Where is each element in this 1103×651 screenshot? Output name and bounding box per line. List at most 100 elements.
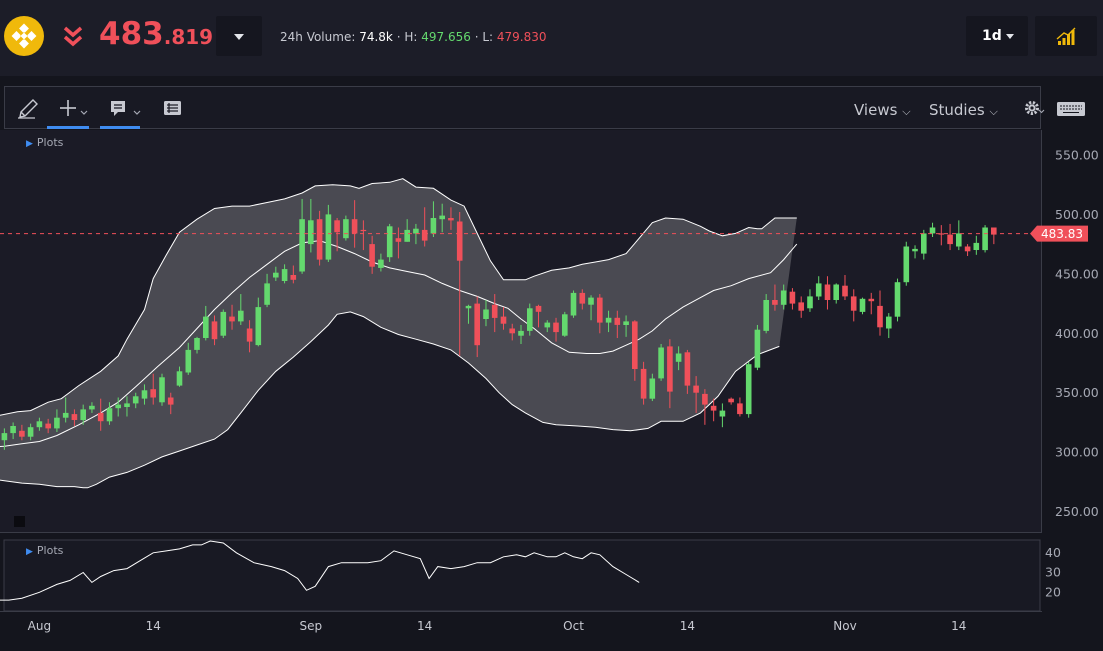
candle-body — [439, 215, 445, 220]
candle — [334, 217, 340, 252]
candle — [973, 235, 980, 255]
candle — [413, 223, 419, 245]
interval-dropdown-button[interactable]: 1d — [966, 16, 1028, 56]
expand-triangle-icon: ▶ — [26, 547, 33, 557]
candle — [886, 313, 892, 339]
candle — [211, 315, 218, 346]
candle — [185, 342, 192, 375]
candle — [780, 284, 787, 310]
high-value: 497.656 — [421, 30, 471, 44]
chart-type-button[interactable] — [1035, 16, 1097, 56]
candle — [316, 210, 323, 266]
candle-body — [833, 284, 839, 300]
indicator-axis-tick: 20 — [1045, 584, 1061, 599]
last-price-decimal: .819 — [163, 25, 214, 49]
draw-tool-button[interactable] — [13, 87, 43, 130]
candle — [991, 227, 997, 245]
candle-body — [378, 259, 384, 268]
candle-body — [19, 430, 25, 437]
candle-body — [500, 316, 507, 324]
candle-body — [991, 227, 997, 235]
candle-body — [395, 238, 402, 242]
settings-button[interactable] — [1021, 87, 1047, 130]
candle — [273, 266, 279, 281]
candle-body — [842, 285, 848, 297]
candle-body — [386, 226, 393, 258]
candle — [378, 253, 384, 272]
candle-body — [62, 412, 69, 418]
crosshair-tool-button[interactable] — [47, 87, 89, 130]
candle — [518, 324, 524, 344]
candle — [894, 278, 901, 322]
candle-body — [264, 283, 270, 305]
candle — [27, 423, 34, 441]
indicator-axis-tick: 30 — [1045, 565, 1061, 580]
candle-body — [973, 242, 980, 250]
candle-body — [10, 426, 16, 434]
price-axis-tick: 400.00 — [1055, 326, 1099, 341]
candle — [912, 245, 918, 259]
candle — [97, 398, 104, 431]
binance-logo-icon — [4, 16, 44, 56]
candle — [299, 198, 305, 274]
candle — [850, 289, 857, 322]
candle — [220, 309, 227, 339]
candle — [351, 200, 358, 248]
table-view-button[interactable] — [158, 87, 188, 130]
candle — [658, 343, 664, 381]
candle-body — [807, 296, 813, 309]
candle — [597, 294, 603, 334]
candle — [640, 361, 647, 405]
candle-body — [693, 385, 699, 393]
candle-body — [36, 421, 43, 428]
candle-body — [360, 229, 367, 232]
price-axis-tick: 550.00 — [1055, 147, 1099, 162]
candle-body — [281, 269, 288, 281]
candle — [255, 297, 262, 347]
candle — [632, 320, 638, 381]
candle-body — [27, 427, 34, 437]
candle — [623, 315, 629, 337]
keyboard-icon — [1057, 102, 1085, 116]
candle — [62, 397, 69, 423]
candle-body — [579, 292, 586, 304]
candle-body — [150, 389, 156, 398]
candle-body — [299, 219, 305, 272]
keyboard-button[interactable] — [1054, 98, 1088, 120]
candle — [167, 392, 174, 415]
candle — [150, 373, 156, 405]
candle — [474, 296, 480, 358]
candle-body — [903, 246, 910, 283]
bollinger-lower-line — [0, 311, 780, 489]
candle-body — [623, 321, 629, 325]
studies-menu-button[interactable]: Studies ⌵ — [929, 87, 1005, 130]
top-header: 483.819 24h Volume: 74.8k · H: 497.656 ·… — [0, 0, 1103, 76]
chart-corner-marker — [14, 516, 25, 527]
candle-body — [238, 310, 244, 322]
caret-down-icon — [1006, 34, 1014, 39]
candle-body — [929, 227, 936, 234]
symbol-dropdown-button[interactable] — [216, 16, 262, 56]
views-menu-button[interactable]: Views ⌵ — [854, 87, 918, 130]
candle-body — [509, 328, 515, 334]
candle-body — [745, 364, 752, 415]
candle-body — [886, 316, 892, 329]
candle — [772, 284, 778, 311]
candle — [728, 397, 734, 405]
candle-body — [815, 283, 822, 297]
candle-body — [780, 290, 787, 305]
candle-body — [597, 297, 603, 323]
indicator-legend[interactable]: ▶ Plots — [26, 544, 63, 557]
candle — [938, 225, 945, 246]
candle-body — [632, 321, 638, 369]
candle-body — [614, 317, 621, 325]
low-label: · L: — [474, 30, 494, 44]
main-legend[interactable]: ▶ Plots — [26, 136, 63, 149]
candle-body — [369, 244, 375, 267]
candle — [281, 264, 288, 284]
candle-body — [570, 292, 577, 316]
annotation-tool-button[interactable] — [100, 87, 142, 130]
candle — [290, 265, 297, 284]
candle — [824, 276, 831, 310]
